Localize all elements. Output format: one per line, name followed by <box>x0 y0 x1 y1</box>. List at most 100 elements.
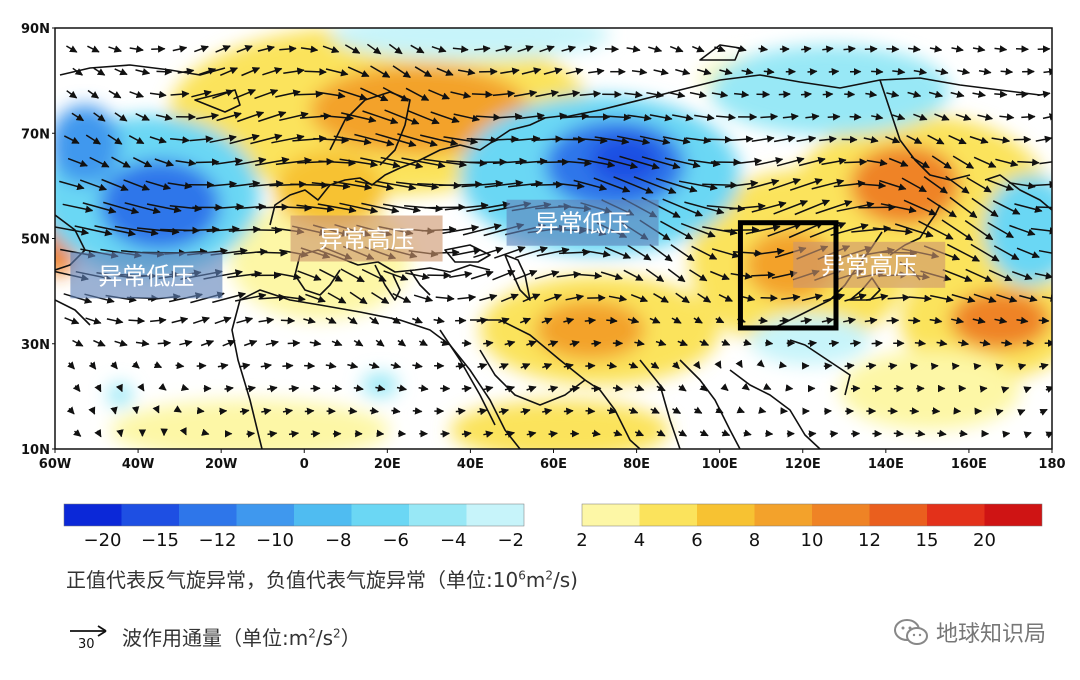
flux-vector <box>979 385 988 393</box>
flux-vector <box>500 293 519 303</box>
flux-vector <box>628 361 639 369</box>
flux-vector <box>319 268 343 282</box>
flux-vector <box>871 339 883 348</box>
flux-vector <box>664 157 701 169</box>
flux-vector <box>206 225 240 233</box>
flux-vector <box>541 317 553 325</box>
flux-vector <box>390 316 401 325</box>
colorbar-label: −15 <box>141 530 179 551</box>
flux-vector <box>548 430 558 438</box>
flux-vector <box>987 179 1015 191</box>
flux-vector <box>606 316 618 325</box>
flux-vector <box>236 45 253 53</box>
colorbar-label: −8 <box>325 530 352 551</box>
flux-vector <box>914 339 927 347</box>
flux-vector <box>843 317 857 325</box>
flux-vector <box>137 383 145 392</box>
flux-vector <box>942 269 973 283</box>
lon-label: 40W <box>122 457 154 472</box>
flux-vector <box>715 316 725 324</box>
flux-vector <box>957 67 971 76</box>
flux-vector <box>994 90 1008 99</box>
flux-vector <box>475 113 501 121</box>
flux-vector <box>827 113 841 121</box>
flux-vector <box>689 90 707 99</box>
flux-vector <box>716 113 736 121</box>
lon-label: 60E <box>540 457 567 472</box>
flux-vector <box>702 181 738 189</box>
flux-vector <box>229 133 260 145</box>
flux-vector <box>871 67 884 76</box>
flux-vector <box>214 203 245 211</box>
flux-vector <box>634 339 645 347</box>
flux-vector <box>156 67 173 76</box>
flux-vector <box>279 111 309 122</box>
flux-vector <box>520 363 531 371</box>
flux-vector <box>296 204 335 213</box>
flux-vector <box>965 268 993 282</box>
flux-vector <box>311 182 351 190</box>
flux-vector <box>254 88 279 100</box>
flux-vector <box>371 291 390 305</box>
flux-vector <box>93 67 106 76</box>
flux-vector <box>526 430 537 438</box>
flux-vector <box>879 179 907 191</box>
flux-vector <box>492 269 516 281</box>
flux-vector <box>800 317 813 325</box>
flux-vector <box>746 178 780 190</box>
flux-vector <box>62 203 94 213</box>
flux-vector <box>274 272 302 281</box>
flux-vector <box>196 406 205 415</box>
lon-label: 180 <box>1038 457 1065 472</box>
flux-vector <box>261 407 272 416</box>
flux-vector <box>1039 408 1048 416</box>
flux-vector <box>344 44 361 54</box>
flux-vector <box>452 45 469 53</box>
colorbar-negative-swatch <box>466 504 524 526</box>
flux-vector <box>530 180 564 189</box>
flux-vector <box>412 361 423 370</box>
flux-vector <box>1001 386 1010 394</box>
flux-vector <box>59 180 85 191</box>
flux-vector <box>763 67 775 76</box>
flux-vector <box>1035 135 1052 143</box>
flux-vector <box>414 66 433 78</box>
flux-vector <box>1034 272 1052 280</box>
flux-vector <box>627 113 652 122</box>
flux-vector <box>146 203 182 214</box>
flux-vector <box>745 224 781 235</box>
colorbar-positive-swatch <box>697 504 755 526</box>
flux-vector <box>87 89 100 99</box>
flux-vector <box>397 133 438 147</box>
flux-vector <box>435 294 455 302</box>
flux-vector <box>751 271 776 279</box>
flux-vector <box>675 68 691 76</box>
flux-vector <box>937 429 947 438</box>
region-label-box <box>70 252 223 299</box>
flux-vector <box>265 339 279 347</box>
flux-vector <box>696 68 712 76</box>
flux-vector <box>297 270 322 281</box>
flux-vector <box>906 135 923 145</box>
flux-vector <box>258 316 275 325</box>
flux-vector <box>699 338 710 346</box>
flux-vector <box>155 113 173 121</box>
flux-vector <box>107 134 123 145</box>
flux-vector <box>212 89 234 99</box>
flux-vector <box>217 362 229 370</box>
flux-vector <box>543 67 563 75</box>
flux-vector <box>375 339 385 347</box>
flux-vector <box>85 134 101 145</box>
flux-vector <box>689 269 708 282</box>
flux-vector <box>573 179 608 192</box>
flux-vector <box>623 269 644 282</box>
flux-vector <box>380 156 424 170</box>
flux-vector <box>556 270 582 279</box>
flux-vector <box>339 158 379 168</box>
flux-vector <box>453 113 480 122</box>
flux-vector <box>260 362 272 370</box>
flux-vector <box>233 88 256 100</box>
flux-vector <box>63 135 80 144</box>
flux-vector <box>563 317 575 325</box>
flux-vector <box>863 135 879 144</box>
